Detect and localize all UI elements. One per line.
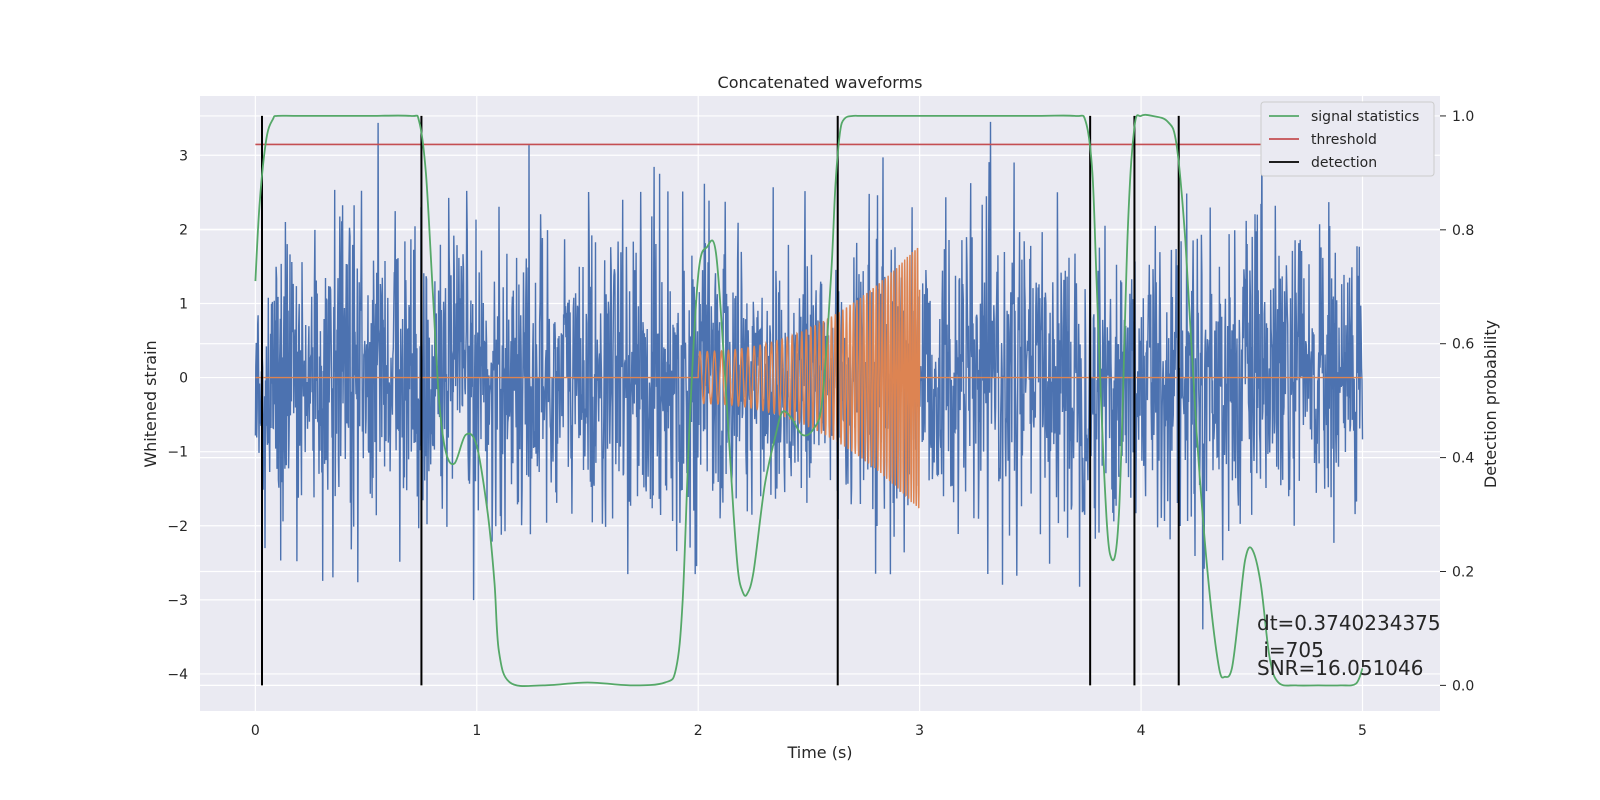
x-tick-label: 3 [915,723,924,739]
legend-box [1260,101,1435,177]
injection-series [255,247,1363,509]
y2-tick-labels: 0.0 0.2 0.4 0.6 0.8 1.0 [1440,109,1474,694]
y-tick-label: −3 [167,593,188,609]
x-tick-label: 2 [694,723,703,739]
y2-tick-label: 0.2 [1452,564,1474,580]
y2-tick-label: 1.0 [1452,109,1474,125]
x-tick-label: 1 [472,723,481,739]
y-axis-label: Whitened strain [141,340,160,467]
y-tick-label: −2 [167,519,188,535]
annotation-index: i=705 [1257,638,1324,662]
y-tick-label: 2 [179,222,188,238]
statistics-series [254,113,1364,687]
legend: signal statistics threshold detection [1260,101,1435,177]
x-tick-label: 4 [1137,723,1146,739]
injection-line [255,247,1363,509]
legend-label-statistics: signal statistics [1311,109,1419,125]
annotation-snr: SNR=16.051046 [1257,656,1423,680]
x-axis-label: Time (s) [786,743,852,762]
legend-label-detection: detection [1311,155,1377,171]
y-tick-label: −4 [167,667,188,683]
detection-series [261,115,1180,686]
chart-title: Concatenated waveforms [718,73,923,92]
x-tick-label: 0 [251,723,260,739]
y-tick-labels: −4 −3 −2 −1 0 1 2 3 [167,148,188,683]
y2-tick-label: 0.6 [1452,337,1474,353]
x-tick-label: 5 [1358,723,1367,739]
annotation-dt: dt=0.3740234375 [1257,611,1441,635]
statistics-line [254,113,1364,687]
y2-tick-label: 0.0 [1452,678,1474,694]
y2-axis-label: Detection probability [1481,320,1500,488]
legend-label-threshold: threshold [1311,132,1377,148]
y-tick-label: 3 [179,148,188,164]
y2-tick-label: 0.8 [1452,223,1474,239]
y-tick-label: 0 [179,371,188,387]
y2-tick-label: 0.4 [1452,451,1474,467]
y-tick-label: −1 [167,445,188,461]
x-tick-labels: 0 1 2 3 4 5 [251,723,1367,739]
y-tick-label: 1 [179,296,188,312]
